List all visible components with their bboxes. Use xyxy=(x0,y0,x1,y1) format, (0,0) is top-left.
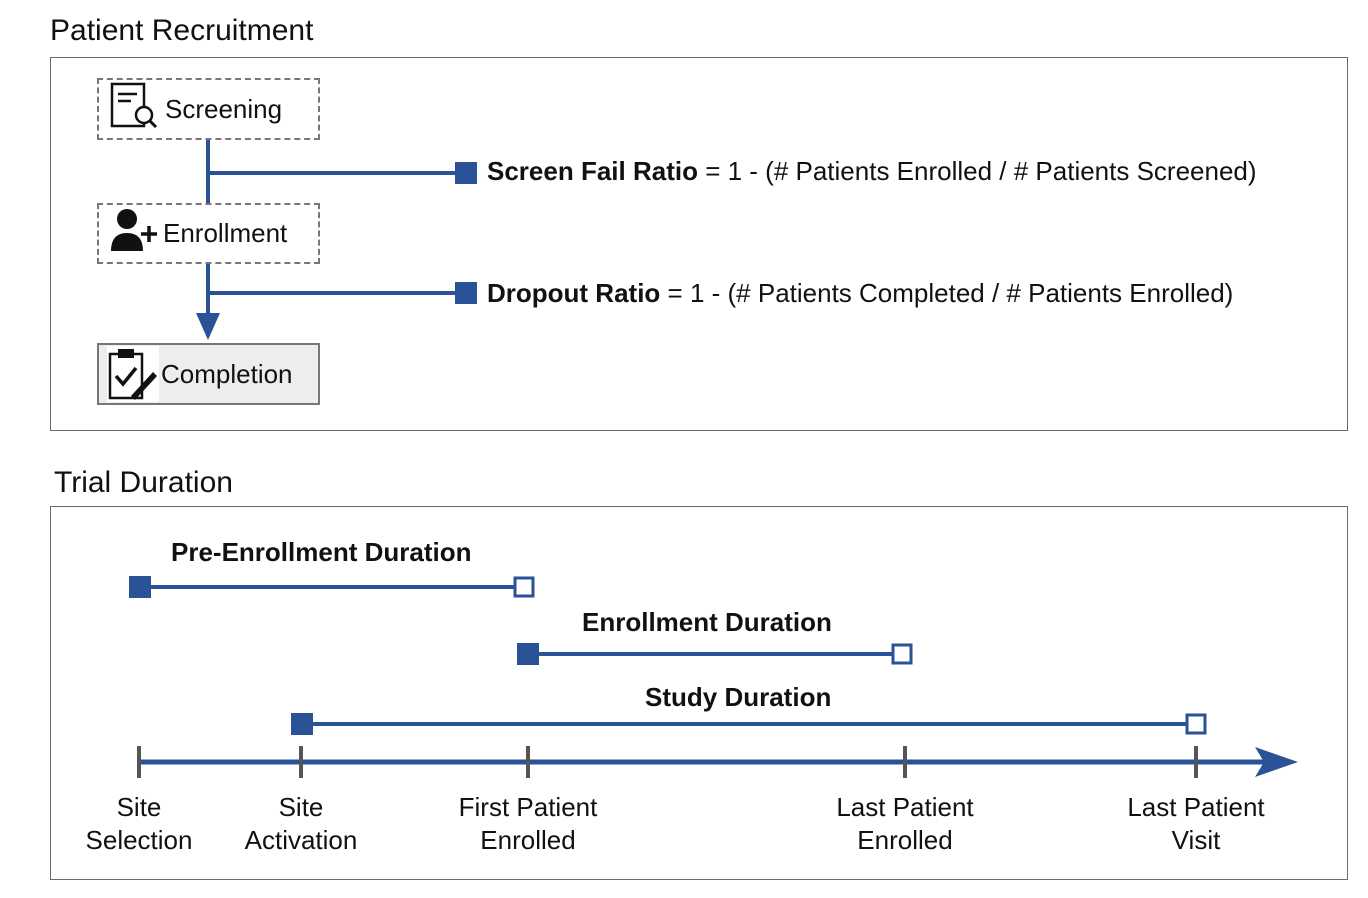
add-user-icon xyxy=(109,207,159,260)
milestone-line1: First Patient xyxy=(458,792,598,822)
pre-enrollment-duration-label: Pre-Enrollment Duration xyxy=(171,537,472,567)
enrollment-start-marker xyxy=(517,643,539,665)
duration-title: Trial Duration xyxy=(54,466,233,499)
duration-panel xyxy=(50,506,1348,880)
milestone-line2: Activation xyxy=(244,825,358,855)
milestone-line2: Enrolled xyxy=(480,825,576,855)
completion-label: Completion xyxy=(161,358,293,389)
milestone-line1: Site xyxy=(278,792,324,822)
dropout-formula: Dropout Ratio = 1 - (# Patients Complete… xyxy=(487,278,1233,309)
milestone-site-activation: Site Activation xyxy=(201,791,401,857)
milestone-line1: Site xyxy=(116,792,162,822)
completion-box: Completion xyxy=(97,343,320,405)
dropout-expression: = 1 - (# Patients Completed / # Patients… xyxy=(660,278,1234,308)
milestone-first-patient-enrolled: First Patient Enrolled xyxy=(428,791,628,857)
milestone-last-patient-enrolled: Last Patient Enrolled xyxy=(805,791,1005,857)
milestone-line2: Enrolled xyxy=(857,825,953,855)
document-search-icon xyxy=(109,81,159,138)
screen-fail-expression: = 1 - (# Patients Enrolled / # Patients … xyxy=(697,156,1257,186)
study-end-marker xyxy=(1185,713,1207,735)
screening-label: Screening xyxy=(165,93,283,124)
enrollment-label: Enrollment xyxy=(163,218,288,248)
dropout-marker xyxy=(455,282,477,304)
study-start-marker xyxy=(291,713,313,735)
completion-arrowhead xyxy=(196,313,220,340)
screen-fail-formula: Screen Fail Ratio = 1 - (# Patients Enro… xyxy=(487,156,1257,187)
milestone-line2: Selection xyxy=(85,825,193,855)
milestone-line1: Last Patient xyxy=(836,792,974,822)
milestone-last-patient-visit: Last Patient Visit xyxy=(1096,791,1296,857)
enrollment-box: Enrollment xyxy=(97,203,320,264)
clipboard-check-icon xyxy=(107,346,159,402)
pre-enrollment-start-marker xyxy=(129,576,151,598)
study-duration-label: Study Duration xyxy=(645,682,832,712)
milestone-site-selection: Site Selection xyxy=(39,791,239,857)
recruitment-title: Patient Recruitment xyxy=(50,14,314,47)
milestone-line2: Visit xyxy=(1171,825,1221,855)
pre-enrollment-end-marker xyxy=(513,576,535,598)
enrollment-duration-label: Enrollment Duration xyxy=(582,607,832,637)
milestone-line1: Last Patient xyxy=(1127,792,1265,822)
screen-fail-marker xyxy=(455,162,477,184)
dropout-term: Dropout Ratio xyxy=(487,278,661,308)
screen-fail-term: Screen Fail Ratio xyxy=(487,156,698,186)
screening-box: Screening xyxy=(97,78,320,140)
enrollment-end-marker xyxy=(891,643,913,665)
timeline-arrowhead xyxy=(1255,747,1298,777)
